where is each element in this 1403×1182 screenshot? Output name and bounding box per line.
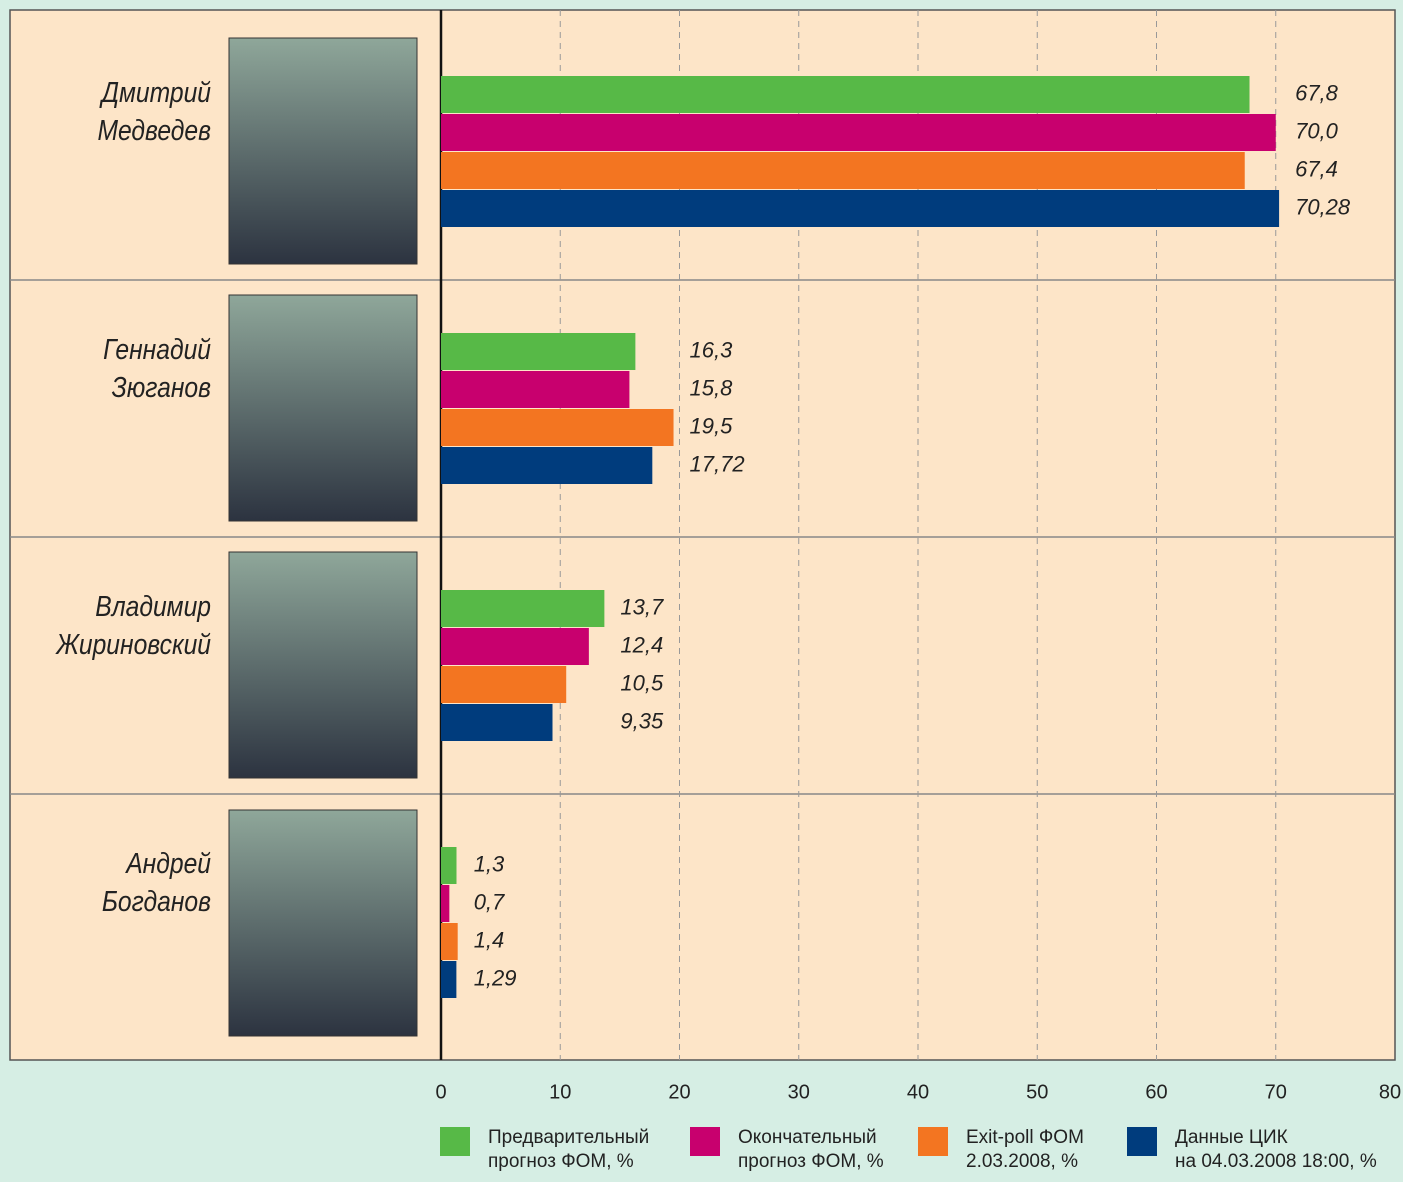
category-label-box: Дмитрий Медведев xyxy=(97,77,211,147)
x-tick-label: 0 xyxy=(435,1081,446,1103)
value-label: 70,28 xyxy=(1295,194,1351,219)
legend-label-box: Exit-poll ФОМ 2.03.2008, % xyxy=(966,1127,1084,1172)
x-tick-label: 80 xyxy=(1379,1081,1401,1103)
bar xyxy=(441,114,1276,151)
value-label: 16,3 xyxy=(690,337,734,362)
category-label-box: Геннадий Зюганов xyxy=(103,334,211,404)
legend-label-box: Данные ЦИК на 04.03.2008 18:00, % xyxy=(1175,1127,1377,1172)
category-label-box: Владимир Жириновский xyxy=(56,591,211,661)
bar xyxy=(441,409,674,446)
x-tick-label: 20 xyxy=(668,1081,690,1103)
category-label: Владимир Жириновский xyxy=(56,591,211,661)
bar xyxy=(441,447,653,484)
bar xyxy=(441,704,553,741)
x-tick-label: 50 xyxy=(1026,1081,1048,1103)
value-label: 70,0 xyxy=(1295,118,1339,143)
bar xyxy=(441,590,605,627)
value-label: 0,7 xyxy=(474,889,505,914)
legend-swatch xyxy=(440,1127,470,1156)
bar xyxy=(441,847,457,884)
value-label: 17,72 xyxy=(690,451,745,476)
legend-label: Предварительный прогноз ФОМ, % xyxy=(488,1127,650,1172)
category-label: Андрей Богданов xyxy=(101,848,211,918)
value-label: 67,8 xyxy=(1295,80,1339,105)
value-label: 10,5 xyxy=(620,670,664,695)
legend-swatch xyxy=(918,1127,948,1156)
x-tick-label: 60 xyxy=(1145,1081,1167,1103)
bar xyxy=(441,76,1250,113)
legend-label-box: Предварительный прогноз ФОМ, % xyxy=(488,1127,650,1172)
row-dividers xyxy=(10,279,1395,795)
photos xyxy=(228,37,418,1037)
legend-swatch xyxy=(690,1127,720,1156)
bar xyxy=(441,628,589,665)
value-label: 19,5 xyxy=(690,413,734,438)
bar xyxy=(441,666,567,703)
legend-label: Данные ЦИК на 04.03.2008 18:00, % xyxy=(1175,1127,1377,1172)
value-label: 1,3 xyxy=(474,851,505,876)
value-label: 9,35 xyxy=(620,708,664,733)
x-tick-label: 40 xyxy=(907,1081,929,1103)
x-tick-label: 10 xyxy=(549,1081,571,1103)
bar xyxy=(441,885,450,922)
value-label: 1,29 xyxy=(474,965,517,990)
x-tick-label: 70 xyxy=(1265,1081,1287,1103)
category-label: Геннадий Зюганов xyxy=(103,334,211,404)
bar xyxy=(441,371,630,408)
value-label: 13,7 xyxy=(620,594,664,619)
bar xyxy=(441,923,458,960)
value-label: 67,4 xyxy=(1295,156,1338,181)
bar xyxy=(441,152,1245,189)
value-label: 15,8 xyxy=(690,375,734,400)
category-label-box: Андрей Богданов xyxy=(101,848,211,918)
legend-label-box: Окончательный прогноз ФОМ, % xyxy=(738,1127,884,1172)
value-label: 12,4 xyxy=(620,632,663,657)
bar xyxy=(441,333,636,370)
bar xyxy=(441,190,1280,227)
bar xyxy=(441,961,457,998)
legend-label: Exit-poll ФОМ 2.03.2008, % xyxy=(966,1127,1084,1172)
legend-swatch xyxy=(1127,1127,1157,1156)
category-label: Дмитрий Медведев xyxy=(97,77,211,147)
legend-label: Окончательный прогноз ФОМ, % xyxy=(738,1127,884,1172)
value-label: 1,4 xyxy=(474,927,505,952)
x-tick-label: 30 xyxy=(788,1081,810,1103)
